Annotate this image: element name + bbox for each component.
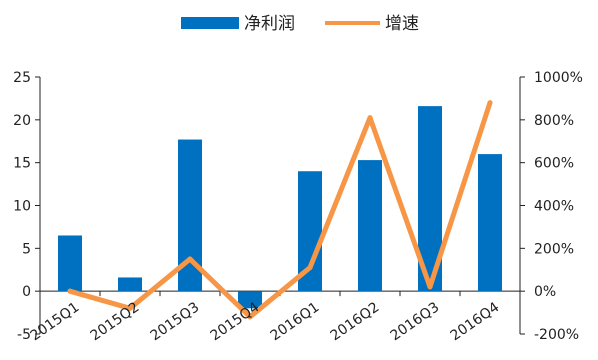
y-right-tick-label: -200% bbox=[534, 327, 579, 343]
growth-line bbox=[67, 100, 493, 320]
y-left-tick-label: 0 bbox=[22, 284, 31, 300]
y-left-tick-label: 10 bbox=[13, 199, 31, 215]
legend-label-growth: 增速 bbox=[385, 14, 419, 34]
y-left-tick-label: 20 bbox=[13, 113, 31, 129]
x-tick-label: 2016Q1 bbox=[268, 299, 323, 344]
x-tick-label: 2016Q2 bbox=[328, 299, 383, 344]
y-right-tick-label: 200% bbox=[534, 241, 574, 257]
y-left-tick-label: 15 bbox=[13, 156, 31, 172]
growth-point-2016Q1 bbox=[307, 265, 313, 271]
bar-2016Q2 bbox=[358, 160, 382, 292]
legend: 净利润 增速 bbox=[181, 14, 419, 34]
growth-point-2015Q4 bbox=[247, 314, 253, 320]
bar-series bbox=[58, 106, 502, 309]
y-right-tick-label: 800% bbox=[534, 113, 574, 129]
y-right-tick-label: 600% bbox=[534, 156, 574, 172]
line-series bbox=[67, 100, 493, 320]
y-left-tick-label: 25 bbox=[13, 70, 31, 86]
growth-point-2015Q1 bbox=[67, 288, 73, 294]
growth-point-2015Q2 bbox=[127, 305, 133, 311]
y-right-tick-label: 0% bbox=[534, 284, 556, 300]
y-left-tick-label: -5 bbox=[17, 327, 31, 343]
y-right-tick-label: 1000% bbox=[534, 70, 583, 86]
y-right-tick-label: 400% bbox=[534, 199, 574, 215]
legend-swatch-net-profit bbox=[181, 17, 239, 29]
x-tick-label: 2015Q1 bbox=[28, 299, 83, 344]
x-tick-label: 2015Q3 bbox=[148, 299, 203, 344]
growth-point-2016Q3 bbox=[427, 284, 433, 290]
bar-2016Q4 bbox=[478, 154, 502, 292]
y-left-tick-label: 5 bbox=[22, 241, 31, 257]
growth-point-2016Q4 bbox=[487, 100, 493, 106]
bar-2015Q4 bbox=[238, 291, 262, 309]
x-tick-label: 2016Q3 bbox=[388, 299, 443, 344]
x-tick-label: 2016Q4 bbox=[448, 299, 503, 344]
legend-label-net-profit: 净利润 bbox=[244, 14, 295, 34]
x-tick-label: 2015Q4 bbox=[208, 299, 263, 344]
growth-point-2016Q2 bbox=[367, 115, 373, 121]
bar-2015Q1 bbox=[58, 235, 82, 292]
bar-2015Q2 bbox=[118, 277, 142, 292]
growth-point-2015Q3 bbox=[187, 256, 193, 262]
